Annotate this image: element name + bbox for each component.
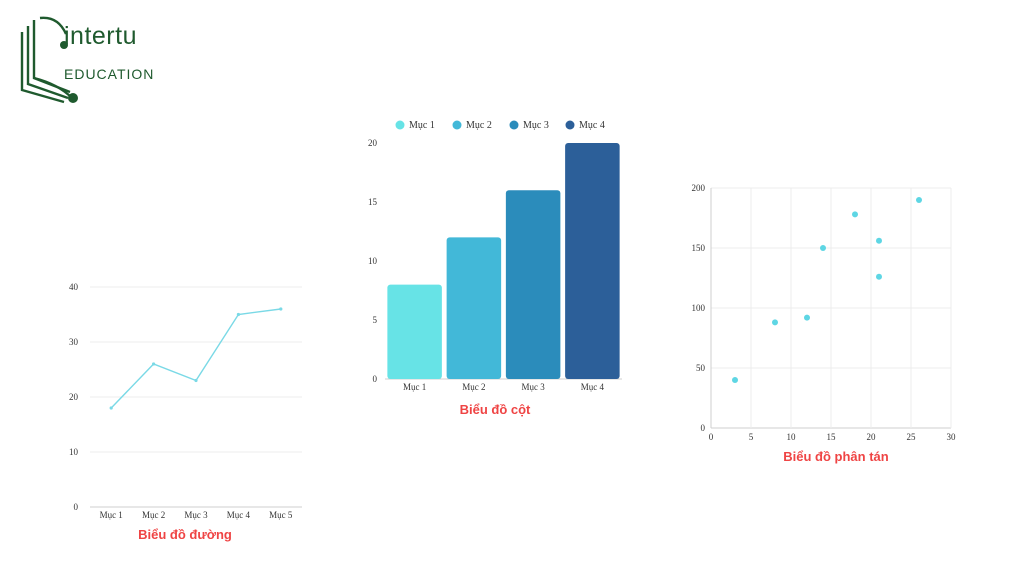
legend-label: Mục 3 [523, 120, 549, 131]
bar-y-tick-label: 5 [373, 315, 378, 325]
scatter-x-tick-label: 20 [867, 432, 877, 442]
scatter-y-tick-label: 200 [692, 183, 706, 193]
legend-label: Mục 2 [466, 120, 492, 131]
bar-y-tick-label: 10 [368, 256, 378, 266]
bar [565, 143, 620, 379]
line-series [110, 308, 281, 409]
bar-chart-x-ticks: Mục 1 Mục 2 Mục 3 Mục 4 [403, 382, 604, 392]
bar-x-tick-label: Mục 4 [581, 382, 605, 392]
bar-chart-legend: Mục 1 Mục 2 Mục 3 Mục 4 [395, 120, 605, 131]
scatter-chart-x-ticks: 0 5 10 15 20 25 30 [709, 432, 956, 442]
logo-subtitle: EDUCATION [64, 66, 155, 82]
scatter-points [732, 197, 922, 383]
line-y-tick-label: 20 [69, 392, 79, 402]
scatter-chart-grid [710, 187, 952, 429]
line-y-tick-label: 30 [69, 337, 79, 347]
book-logo-icon [20, 16, 78, 104]
scatter-x-tick-label: 10 [787, 432, 797, 442]
scatter-x-tick-label: 0 [709, 432, 714, 442]
logo [18, 14, 178, 110]
legend-label: Mục 4 [579, 120, 605, 131]
scatter-point [876, 273, 882, 280]
bar-chart-title: Biểu đồ cột [460, 402, 531, 417]
line-y-tick-label: 40 [69, 282, 79, 292]
line-point [152, 362, 156, 366]
scatter-y-tick-label: 0 [701, 423, 706, 433]
line-point [236, 312, 240, 317]
line-chart-title: Biểu đồ đường [138, 527, 232, 542]
line-x-tick-label: Mục 5 [269, 510, 293, 520]
bar-x-tick-label: Mục 2 [462, 382, 485, 392]
scatter-point [876, 237, 882, 244]
line-chart-x-ticks: Mục 1 Mục 2 Mục 3 Mục 4 Mục 5 [100, 510, 293, 520]
scatter-point [804, 314, 810, 321]
line-chart-y-ticks: 0 10 20 30 40 [69, 282, 79, 512]
bar-y-tick-label: 15 [368, 197, 378, 207]
scatter-x-tick-label: 25 [907, 432, 917, 442]
logo-name: intertu [64, 22, 137, 50]
scatter-x-tick-label: 15 [827, 432, 837, 442]
bar-chart: Mục 1 Mục 2 Mục 3 Mục 4 0 5 10 15 20 Mục 1 Mục 2… [368, 120, 622, 417]
legend-marker [509, 120, 519, 130]
scatter-point [772, 319, 778, 326]
scatter-point [732, 377, 738, 383]
line-y-tick-label: 0 [74, 502, 79, 512]
bar [387, 284, 442, 379]
bar-y-tick-label: 0 [373, 374, 378, 384]
legend-marker [395, 120, 405, 130]
scatter-y-tick-label: 50 [696, 363, 706, 373]
scatter-chart: 0 50 100 150 200 0 5 10 15 20 25 30 Biểu đồ phân t… [692, 183, 957, 464]
scatter-chart-title: Biểu đồ phân tán [783, 449, 889, 464]
line-y-tick-label: 10 [69, 447, 79, 457]
scatter-x-tick-label: 5 [749, 432, 754, 442]
line-point [109, 406, 113, 410]
scatter-point [820, 245, 826, 251]
line-x-tick-label: Mục 1 [100, 510, 123, 520]
line-chart: 0 10 20 30 40 Mục 1 Mục 2 Mục 3 Mục 4 Mục 5 Biểu… [69, 282, 302, 542]
line-chart-grid [90, 286, 302, 508]
bar-x-tick-label: Mục 3 [522, 382, 546, 392]
line-point [194, 378, 198, 383]
bar [446, 237, 502, 379]
legend-marker [452, 120, 462, 130]
legend-marker [565, 120, 575, 130]
scatter-x-tick-label: 30 [947, 432, 957, 442]
scatter-point [852, 211, 858, 218]
bar-chart-bars [387, 143, 620, 379]
line-points [109, 307, 283, 410]
line-x-tick-label: Mục 3 [184, 510, 208, 520]
line-x-tick-label: Mục 2 [142, 510, 165, 520]
scatter-point [916, 197, 922, 203]
scatter-chart-y-ticks: 0 50 100 150 200 [692, 183, 706, 433]
bar-y-tick-label: 20 [368, 138, 378, 148]
scatter-y-tick-label: 150 [692, 243, 706, 253]
line-point [279, 307, 283, 311]
bar [505, 190, 561, 379]
legend-label: Mục 1 [409, 120, 435, 131]
bar-x-tick-label: Mục 1 [403, 382, 426, 392]
scatter-y-tick-label: 100 [692, 303, 706, 313]
line-x-tick-label: Mục 4 [227, 510, 251, 520]
